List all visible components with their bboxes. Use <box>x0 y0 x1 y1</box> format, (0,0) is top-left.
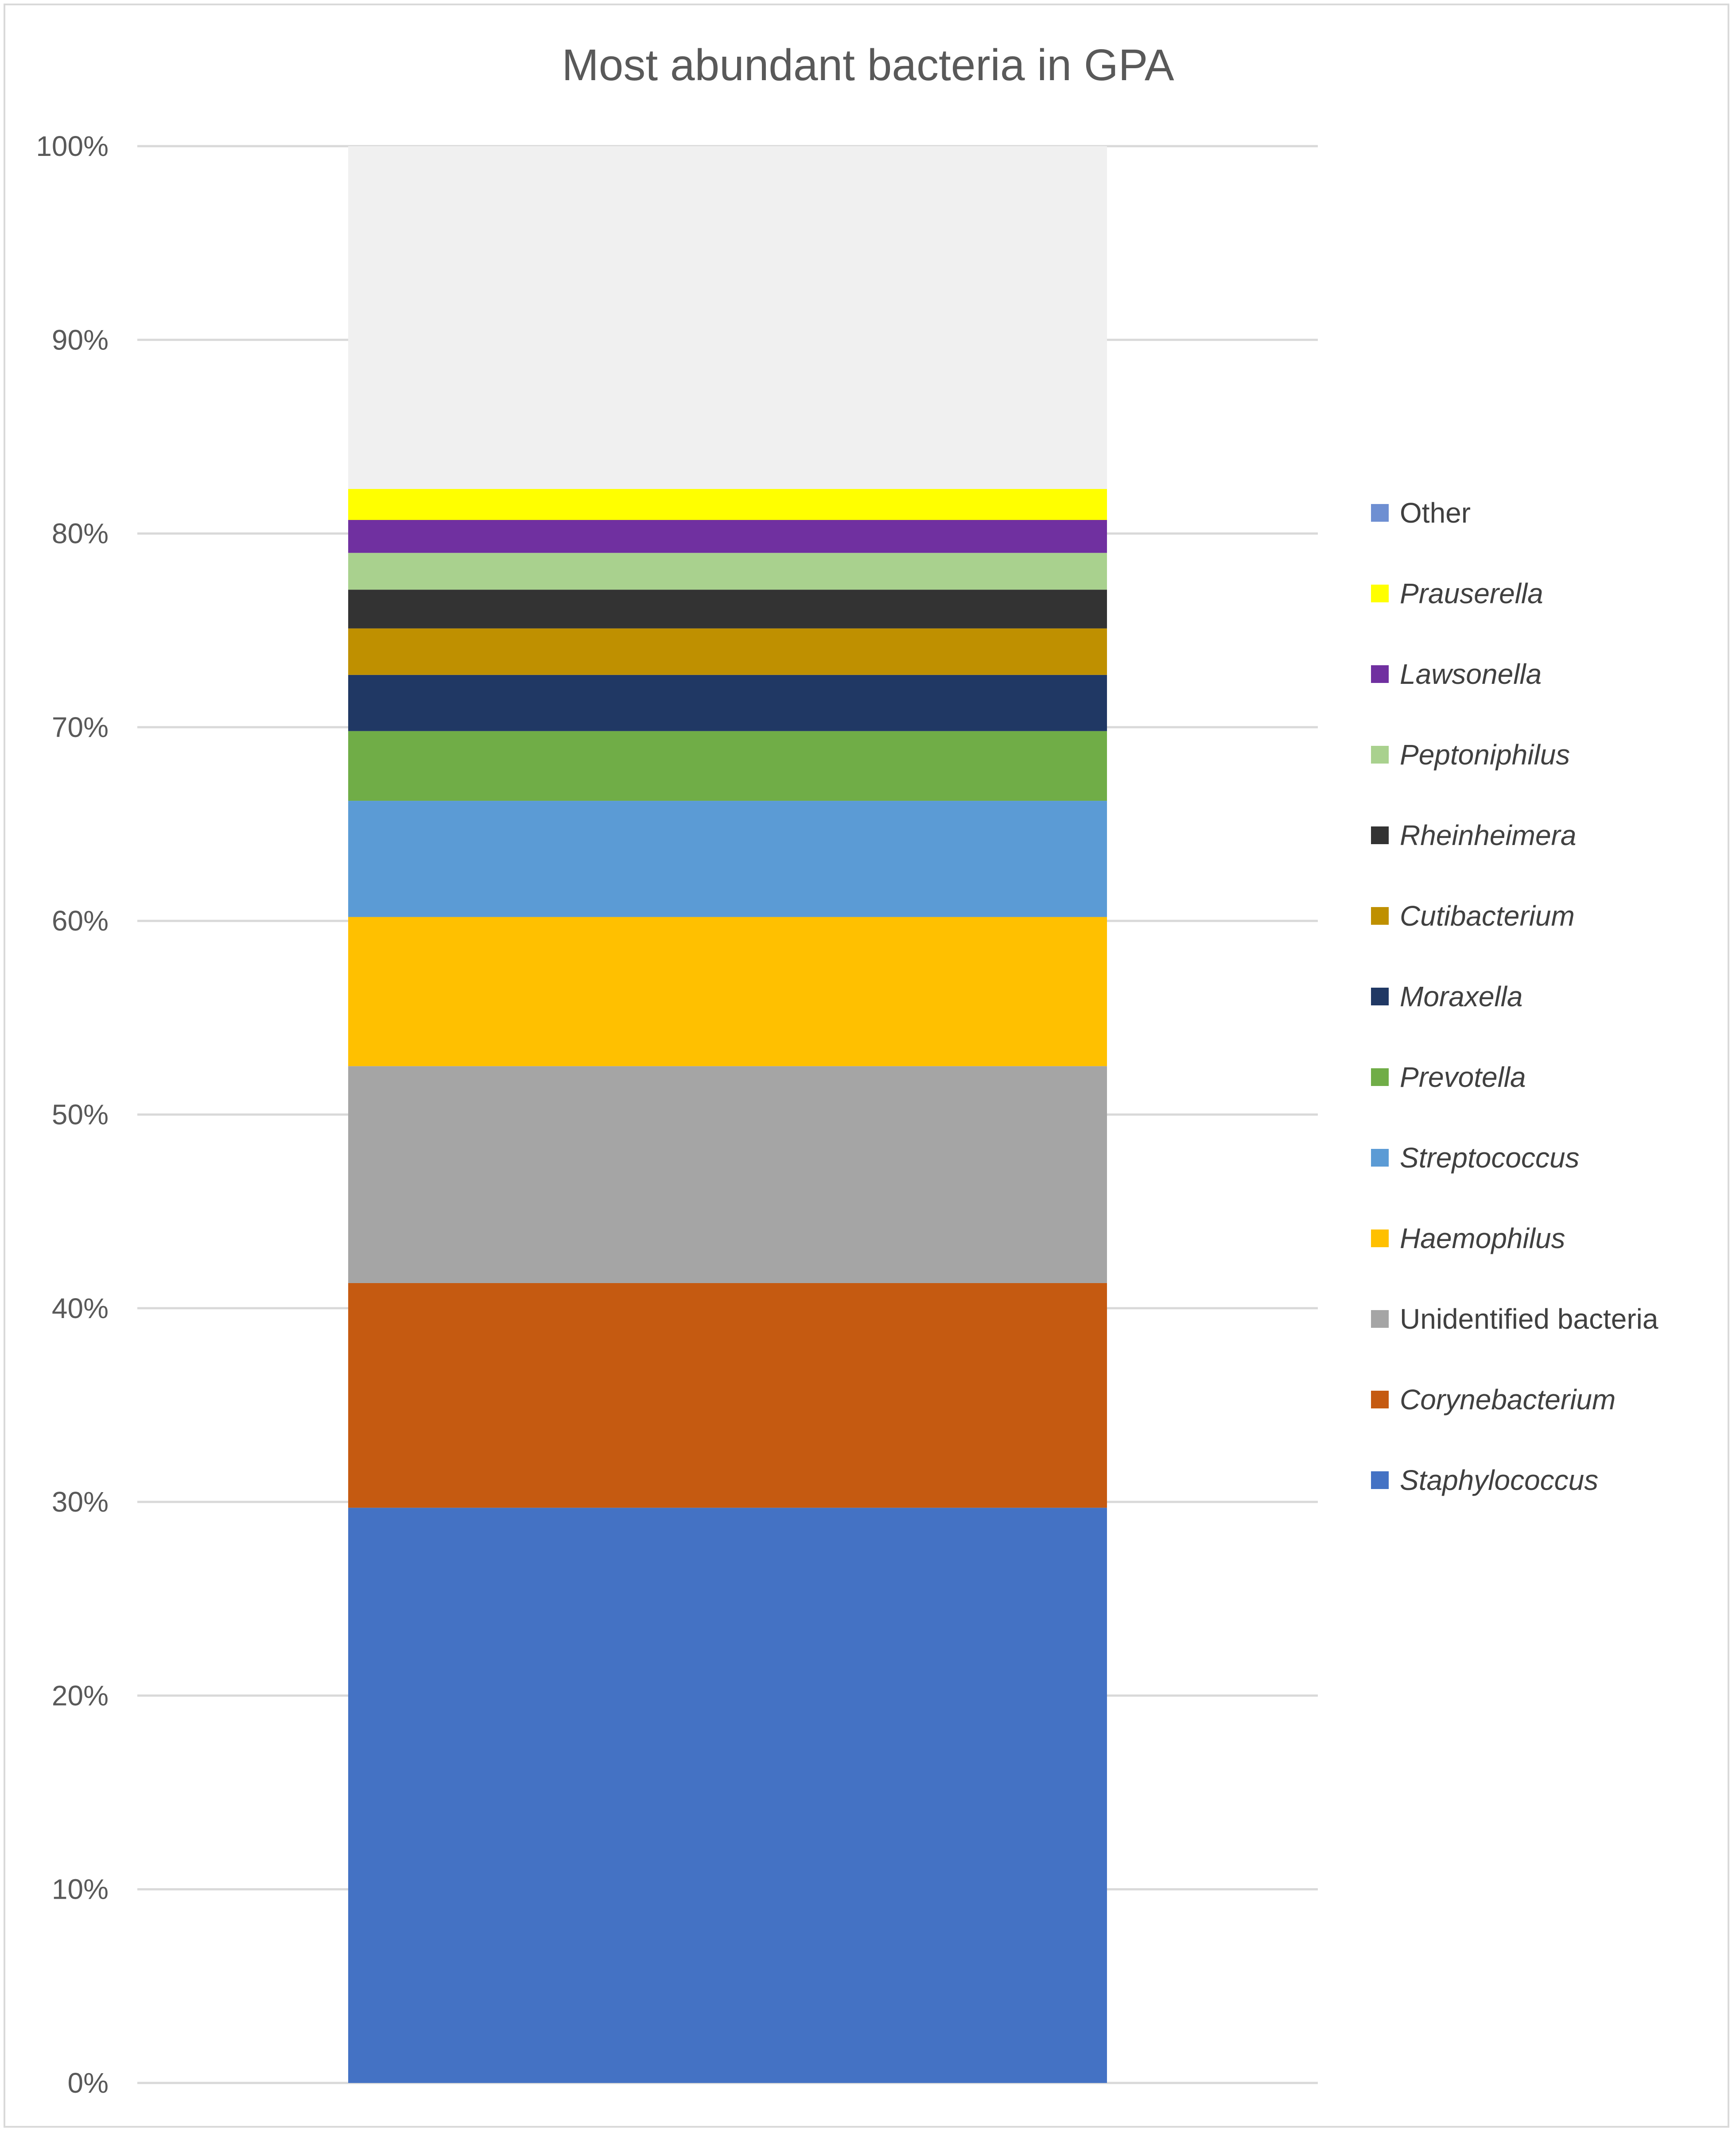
legend-swatch <box>1371 1229 1389 1247</box>
y-tick-label: 20% <box>52 1679 109 1711</box>
legend-swatch <box>1371 1391 1389 1408</box>
legend-label: Prevotella <box>1400 1061 1526 1093</box>
legend-swatch <box>1371 1149 1389 1167</box>
y-tick-label: 70% <box>52 711 109 743</box>
bar-segment <box>348 489 1107 520</box>
bar-segment <box>348 801 1107 917</box>
y-tick-label: 100% <box>36 130 109 162</box>
bar-segment <box>348 917 1107 1066</box>
y-tick-label: 40% <box>52 1292 109 1324</box>
legend-swatch <box>1371 1471 1389 1489</box>
legend-swatch <box>1371 907 1389 925</box>
y-axis-tick-labels: 0% 10% 20% 30% 40% 50% 60% 70% 80% 90% 100% <box>36 130 109 2099</box>
legend-label: Streptococcus <box>1400 1142 1580 1174</box>
legend-swatch <box>1371 826 1389 844</box>
bar-segment <box>348 628 1107 675</box>
legend-swatch <box>1371 746 1389 764</box>
legend-item: Cutibacterium <box>1371 900 1575 932</box>
y-tick-label: 10% <box>52 1873 109 1905</box>
legend-swatch <box>1371 504 1389 522</box>
y-tick-label: 30% <box>52 1486 109 1518</box>
chart-title: Most abundant bacteria in GPA <box>562 40 1174 90</box>
y-tick-label: 80% <box>52 518 109 550</box>
legend-label: Prauserella <box>1400 578 1543 609</box>
legend-swatch <box>1371 1068 1389 1086</box>
legend: Other Prauserella Lawsonella Peptoniphilus R… <box>1371 497 1658 1496</box>
legend-swatch <box>1371 665 1389 683</box>
legend-item: Unidentified bacteria <box>1371 1303 1658 1335</box>
bar-segment <box>348 1066 1107 1283</box>
legend-swatch <box>1371 585 1389 602</box>
y-tick-label: 50% <box>52 1099 109 1131</box>
legend-item: Rheinheimera <box>1371 819 1576 851</box>
legend-label: Staphylococcus <box>1400 1464 1598 1496</box>
legend-item: Peptoniphilus <box>1371 739 1570 771</box>
legend-label: Haemophilus <box>1400 1222 1565 1254</box>
bar-segment <box>348 675 1107 731</box>
legend-label: Cutibacterium <box>1400 900 1575 932</box>
bar-segment <box>348 1508 1107 2083</box>
legend-item: Corynebacterium <box>1371 1384 1616 1416</box>
legend-label: Moraxella <box>1400 981 1522 1012</box>
legend-label: Unidentified bacteria <box>1400 1303 1658 1335</box>
y-tick-label: 0% <box>68 2067 109 2099</box>
bar-segment <box>348 1283 1107 1508</box>
bar-segment <box>348 146 1107 489</box>
y-tick-label: 90% <box>52 324 109 356</box>
legend-item: Lawsonella <box>1371 658 1542 690</box>
legend-item: Staphylococcus <box>1371 1464 1598 1496</box>
y-tick-label: 60% <box>52 905 109 937</box>
legend-item: Moraxella <box>1371 981 1522 1012</box>
legend-swatch <box>1371 988 1389 1005</box>
bar-segment <box>348 553 1107 590</box>
bar-segment <box>348 731 1107 801</box>
legend-label: Lawsonella <box>1400 658 1542 690</box>
legend-swatch <box>1371 1310 1389 1328</box>
legend-item: Prevotella <box>1371 1061 1526 1093</box>
bar-segments <box>348 146 1107 2083</box>
bar-segment <box>348 520 1107 553</box>
legend-item: Streptococcus <box>1371 1142 1580 1174</box>
legend-item: Haemophilus <box>1371 1222 1565 1254</box>
legend-label: Corynebacterium <box>1400 1384 1616 1416</box>
legend-item: Other <box>1371 497 1471 529</box>
legend-label: Peptoniphilus <box>1400 739 1570 771</box>
legend-label: Other <box>1400 497 1471 529</box>
legend-label: Rheinheimera <box>1400 819 1576 851</box>
bar-segment <box>348 589 1107 628</box>
legend-item: Prauserella <box>1371 578 1543 609</box>
